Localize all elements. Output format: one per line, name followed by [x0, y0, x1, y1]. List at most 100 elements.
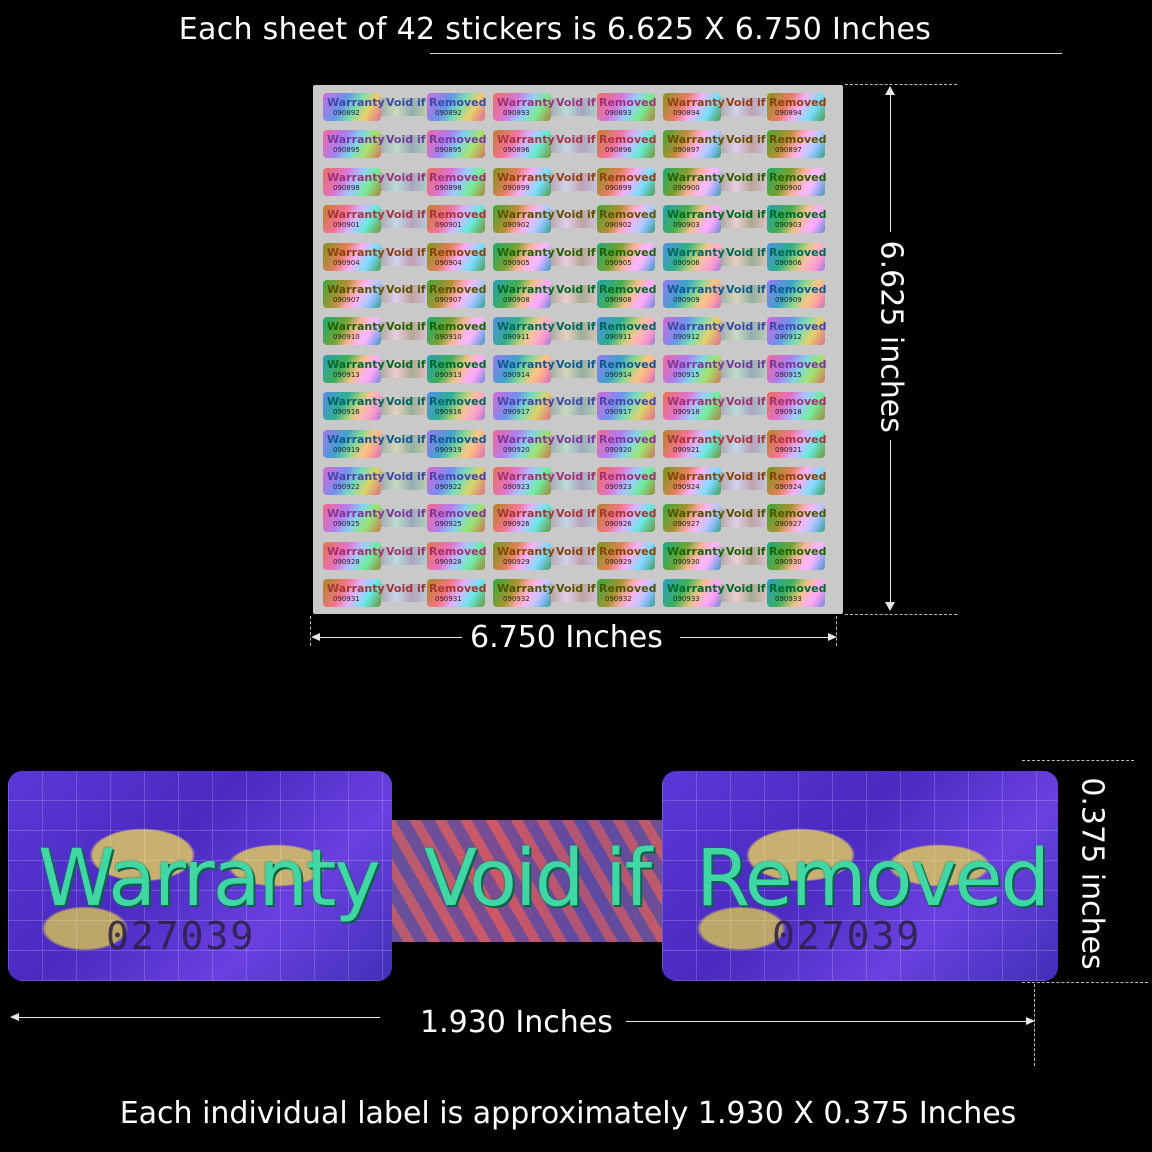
sticker-mini-right [767, 467, 825, 495]
sticker: Warranty Void if Removed 090925 090925 [323, 504, 486, 533]
sheet-height-line-bottom [890, 440, 891, 606]
sticker-mini-right [427, 93, 485, 121]
sticker-serial: 090925 [333, 520, 360, 529]
sticker-mini-mid [551, 98, 597, 116]
sheet-top-guide [845, 84, 957, 85]
sticker: Warranty Void if Removed 090912 090912 [663, 317, 826, 346]
sticker-row: Warranty Void if Removed 090895 090895 Warran… [323, 130, 833, 159]
sticker: Warranty Void if Removed 090927 090927 [663, 504, 826, 533]
sticker-mini-left [493, 392, 551, 421]
sticker-row: Warranty Void if Removed 090931 090931 Warran… [323, 579, 833, 608]
sticker-mini-left [663, 467, 721, 495]
title-underline [430, 53, 1062, 54]
sticker-word: Removed [769, 96, 827, 109]
sticker: Warranty Void if Removed 090909 090909 [663, 280, 826, 308]
sticker-word: Void if [386, 470, 426, 483]
sticker-mini-right [767, 130, 825, 159]
sticker-word: Void if [386, 432, 426, 446]
sticker-serial: 090903 [775, 221, 802, 230]
sticker-mini-right [767, 429, 825, 458]
label-height-label: 0.375 inches [1074, 777, 1110, 970]
sticker-word: Void if [386, 357, 426, 371]
sticker-word: Void if [726, 470, 766, 483]
sticker-mini-mid [381, 434, 427, 453]
sticker-mini-right [767, 504, 825, 533]
sticker-word: Warranty [497, 283, 555, 296]
sticker-word: Void if [726, 170, 766, 184]
sticker-serial: 090914 [503, 370, 530, 379]
sticker: Warranty Void if Removed 090931 090931 [323, 579, 486, 608]
sticker: Warranty Void if Removed 090898 090898 [323, 167, 486, 196]
sticker-serial: 090920 [503, 445, 530, 454]
sticker-mini-right [597, 504, 655, 533]
footer-caption: Each individual label is approximately 1… [119, 1096, 1017, 1131]
sticker-word: Removed [429, 320, 487, 334]
sticker-mini-left [663, 392, 721, 421]
sticker-word: Warranty [327, 470, 385, 483]
sticker-word: Warranty [667, 283, 725, 296]
sticker-word: Void if [556, 357, 596, 371]
sticker-serial: 090919 [333, 445, 360, 454]
sticker-word: Void if [726, 208, 766, 222]
sticker: Warranty Void if Removed 090915 090915 [663, 354, 827, 383]
sticker: Warranty Void if Removed 090894 090894 [663, 93, 827, 121]
sticker-serial: 090912 [775, 333, 802, 342]
sticker-serial: 090930 [775, 557, 802, 566]
sticker-serial: 090929 [605, 557, 632, 566]
sticker-word: Void if [556, 245, 596, 259]
sticker-word: Removed [769, 133, 827, 147]
sticker-word: Warranty [497, 133, 555, 147]
sticker-serial: 090896 [605, 146, 632, 155]
sticker-serial: 090892 [333, 109, 360, 117]
sticker-word: Removed [599, 170, 657, 184]
sticker: Warranty Void if Removed 090904 090904 [323, 242, 487, 271]
sticker-serial: 090925 [435, 520, 462, 529]
sticker: Warranty Void if Removed 090932 090932 [493, 579, 656, 608]
sticker-mini-mid [381, 322, 427, 341]
sticker-mini-right [597, 392, 655, 421]
sticker-mini-left [663, 93, 721, 121]
sticker-serial: 090905 [605, 258, 632, 267]
sticker-word: Warranty [327, 133, 385, 147]
sticker-word: Void if [726, 582, 766, 596]
sticker-mini-right [597, 242, 655, 271]
sticker-serial: 090905 [503, 258, 530, 267]
sticker-word: Warranty [327, 283, 385, 296]
sticker-row: Warranty Void if Removed 090901 090901 Warran… [323, 205, 833, 234]
sticker: Warranty Void if Removed 090906 090906 [663, 242, 826, 271]
sticker-mini-left [323, 429, 381, 458]
sticker-word: Removed [429, 357, 487, 371]
sticker-word: Void if [386, 245, 426, 259]
sticker-word: Warranty [667, 245, 725, 259]
sticker: Warranty Void if Removed 090924 090924 [663, 467, 826, 495]
sticker-mini-mid [551, 434, 597, 453]
sticker-mini-mid [551, 247, 597, 266]
sticker-word: Warranty [667, 320, 725, 334]
sticker-serial: 090933 [673, 595, 700, 604]
label-word-void-if: Void if [424, 834, 652, 924]
sticker-word: Removed [769, 357, 827, 371]
sticker-serial: 090899 [503, 183, 530, 192]
sticker-word: Removed [599, 357, 657, 371]
sticker-mini-left [663, 317, 721, 346]
sticker-mini-right [597, 93, 655, 121]
sticker-row: Warranty Void if Removed 090922 090922 Warran… [323, 467, 833, 495]
label-middle-strip [378, 820, 678, 942]
sticker-mini-right [767, 354, 825, 383]
sheet-height-line-top [890, 92, 891, 232]
sticker-word: Removed [599, 133, 657, 147]
sticker-mini-mid [721, 472, 767, 490]
sticker-serial: 090928 [435, 557, 462, 566]
sticker-word: Removed [769, 544, 827, 558]
sticker-mini-right [427, 280, 485, 308]
sticker-serial: 090928 [333, 557, 360, 566]
sticker-serial: 090919 [435, 445, 462, 454]
sticker-serial: 090906 [673, 258, 700, 267]
sticker-mini-right [427, 167, 485, 196]
page-title: Each sheet of 42 stickers is 6.625 X 6.7… [178, 12, 932, 47]
sticker-word: Removed [429, 245, 487, 259]
sticker-word: Void if [556, 395, 596, 409]
sticker-row: Warranty Void if Removed 090925 090925 Warran… [323, 504, 833, 533]
sticker-word: Removed [599, 208, 657, 222]
sticker: Warranty Void if Removed 090914 090914 [493, 354, 657, 383]
